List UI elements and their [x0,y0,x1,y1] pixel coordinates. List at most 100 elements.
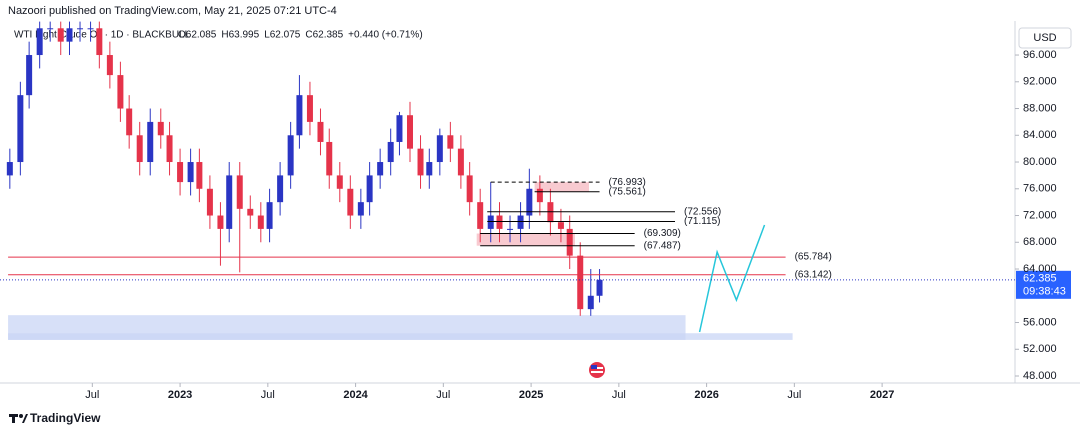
candle-body [6,162,13,176]
candle-body [126,108,133,136]
candle-body [26,55,33,96]
candle-body [287,135,294,176]
legend-item: H63.995 [221,30,259,41]
candle-body [266,202,273,229]
level-label: (67.487) [644,240,681,251]
candle-body [396,115,403,142]
candle-body [387,141,394,163]
currency[interactable]: USD [1033,32,1056,44]
legend-item: C62.385 [305,30,343,41]
x-tick-label: Jul [85,389,99,401]
plot [6,21,793,340]
candle-body [47,28,54,30]
level-label: (65.784) [795,252,832,263]
legend-item: +0.440 (+0.71%) [348,30,423,41]
candle-body [426,162,433,176]
candle-body [57,28,64,42]
level-label: (75.561) [609,186,646,197]
candle-body [277,175,284,203]
x-tick-label: 2023 [168,389,192,401]
candle-body [36,28,43,56]
candle-body [526,188,533,216]
candle-body [377,162,384,176]
candle-body [317,121,324,142]
level-label: (72.556) [684,206,721,217]
countdown: 09:38:43 [1023,286,1066,298]
candle-body [436,135,443,163]
y-tick-label: 68.000 [1023,236,1057,248]
y-tick-label: 84.000 [1023,129,1057,141]
candle-body [206,188,213,216]
candle-body [17,95,24,163]
candle-body [166,135,173,163]
legend-item: O62.085 [178,30,217,41]
last-price-box [1016,270,1071,299]
y-tick-label: 80.000 [1023,156,1057,168]
candle-body [366,175,373,203]
candle-body [357,202,364,216]
candle-body [466,175,473,203]
candle-body [96,28,103,56]
projection-path [698,224,766,333]
candle-body [496,215,503,229]
candle-body [326,141,333,176]
candle-body [577,255,584,310]
x-tick-label: 2024 [343,389,368,401]
x-tick-label: Jul [787,389,801,401]
candle-body [117,75,124,109]
y-tick-label: 92.000 [1023,76,1057,88]
candle-body [536,188,543,203]
candle-body [196,162,203,189]
candle-body [217,215,224,229]
last-price-label: 62.385 [1023,273,1057,285]
level-label: (76.993) [609,177,646,188]
candle-body [77,28,84,30]
y-tick-label: 88.000 [1023,102,1057,114]
level-label: (69.309) [644,228,681,239]
currency-box[interactable] [1018,27,1072,49]
event-icon [589,362,605,378]
candle-body [566,228,573,256]
candle-body [147,121,154,163]
y-tick-label: 96.000 [1023,49,1057,61]
x-tick-label: 2027 [870,389,894,401]
candle-body [507,228,514,230]
footer-brand: TradingView [30,411,101,425]
candle-body [447,135,454,149]
logo [9,414,28,423]
level-label: (63.142) [795,269,832,280]
y-tick-label: 72.000 [1023,209,1057,221]
y-tick-label: 56.000 [1023,316,1057,328]
candle-body [157,121,164,136]
candle-body [517,215,524,229]
header: Nazoori published on TradingView.com, Ma… [8,5,337,17]
candle-body [336,175,343,189]
y-tick-label: 52.000 [1023,343,1057,355]
candle-body [406,115,413,149]
candle-body [187,162,194,183]
candle-body [417,148,424,176]
candle-body [106,55,113,76]
candle-body [487,215,494,229]
x-tick-label: Jul [436,389,450,401]
zone [8,333,793,340]
candle-body [257,215,264,229]
x-tick-label: 2025 [519,389,543,401]
candle-body [457,148,464,176]
x-tick-label: Jul [261,389,275,401]
candle-body [226,175,233,229]
candle-body [596,279,603,296]
candle-body [477,202,484,229]
candle-body [177,162,184,183]
zone [534,182,590,192]
candle-body [247,208,254,216]
candle-body [296,95,303,136]
level-label: (71.115) [684,216,721,227]
zone [476,233,575,246]
candle-body [347,188,354,216]
candle-body [136,135,143,163]
legend-item: L62.075 [264,30,301,41]
y-tick-label: 64.000 [1023,263,1057,275]
